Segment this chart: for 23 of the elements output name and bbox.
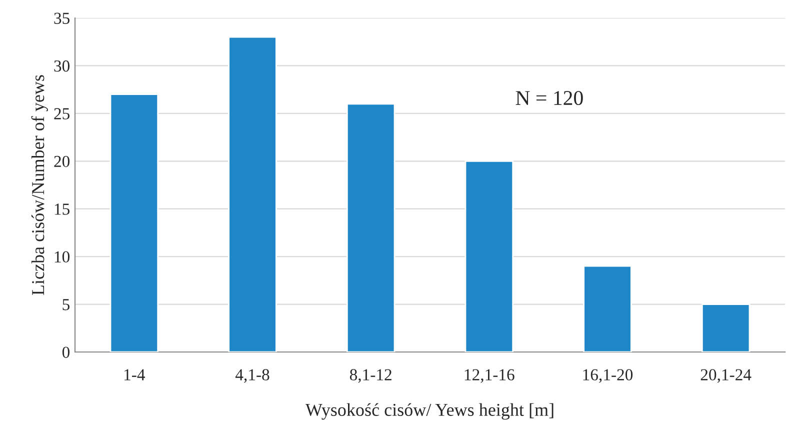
y-tick-label: 5 [62, 299, 70, 310]
x-tick-label: 4,1-8 [235, 369, 270, 383]
annotation: N = 120 [516, 90, 583, 106]
y-axis-title: Liczba cisów/Number of yews [31, 75, 48, 296]
y-tick-label: 20 [54, 156, 70, 168]
y-tick-label: 25 [54, 108, 70, 120]
bar [701, 304, 750, 352]
x-tick-label: 12,1-16 [464, 369, 514, 383]
bar [110, 94, 159, 352]
y-tick-label: 10 [54, 251, 70, 263]
y-tick-label: 0 [62, 346, 70, 358]
x-axis-title: Wysokość cisów/ Yews height [m] [305, 403, 554, 420]
x-tick-label: 1-4 [124, 369, 146, 380]
x-tick-label: 8,1-12 [350, 369, 392, 383]
bar [228, 36, 277, 352]
bar [583, 265, 632, 352]
x-tick-label: 16,1-20 [583, 369, 633, 383]
y-tick-label: 35 [54, 12, 70, 24]
bar [464, 160, 514, 352]
bar [346, 103, 396, 352]
y-tick-label: 30 [54, 60, 70, 72]
x-tick-label: 20,1-24 [700, 369, 752, 383]
y-tick-label: 15 [54, 204, 70, 215]
